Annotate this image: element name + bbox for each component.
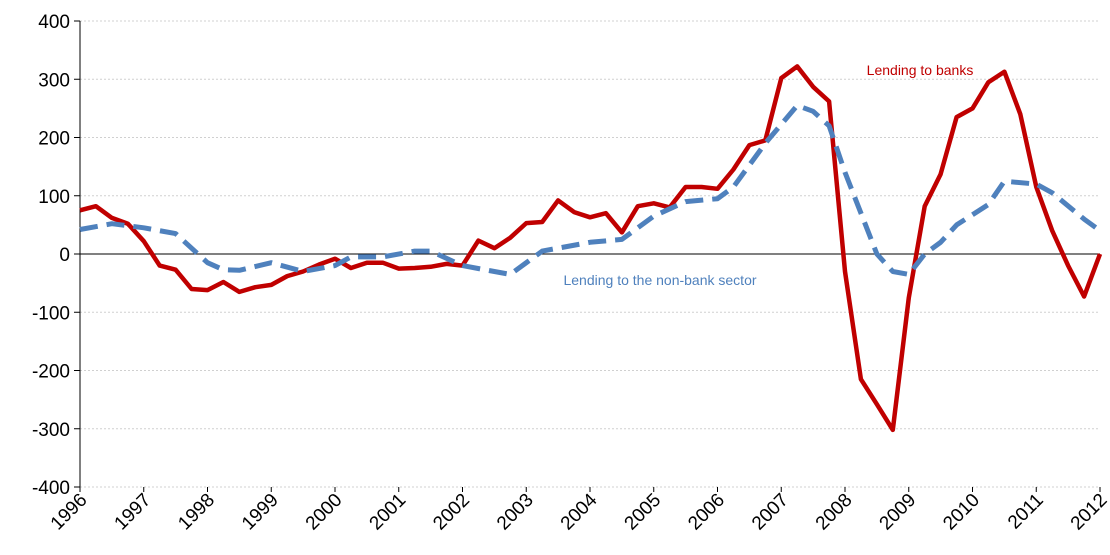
x-tick-label: 1998 (174, 490, 219, 535)
x-tick-label: 2003 (493, 490, 538, 535)
series-label: Lending to banks (867, 62, 974, 78)
x-tick-label: 2008 (812, 490, 857, 535)
y-tick-label: 0 (59, 245, 70, 266)
x-tick-label: 2011 (1004, 490, 1048, 534)
series-label: Lending to the non-bank sector (563, 272, 756, 288)
y-tick-label: 400 (38, 12, 70, 33)
x-tick-label: 2010 (939, 490, 984, 535)
x-tick-label: 2004 (557, 489, 602, 534)
y-tick-label: -400 (32, 478, 70, 499)
y-tick-label: 200 (38, 129, 70, 150)
series-line (79, 64, 1103, 433)
x-tick-label: 2002 (429, 490, 474, 535)
series-line (79, 103, 1102, 277)
y-tick-label: -200 (32, 362, 70, 383)
y-tick-label: -300 (32, 420, 70, 441)
x-tick-label: 2005 (621, 490, 666, 535)
x-tick-label: 1999 (238, 490, 283, 535)
x-tick-label: 2012 (1067, 490, 1110, 535)
x-tick-label: 2009 (876, 490, 921, 535)
x-tick-label: 1997 (111, 490, 156, 535)
x-tick-label: 2006 (684, 490, 729, 535)
y-tick-label: 100 (38, 187, 70, 208)
x-tick-label: 2007 (748, 490, 793, 535)
x-tick-label: 2000 (302, 490, 347, 535)
y-tick-label: -100 (32, 303, 70, 324)
y-tick-label: 300 (38, 70, 70, 91)
x-tick-label: 2001 (366, 490, 411, 535)
